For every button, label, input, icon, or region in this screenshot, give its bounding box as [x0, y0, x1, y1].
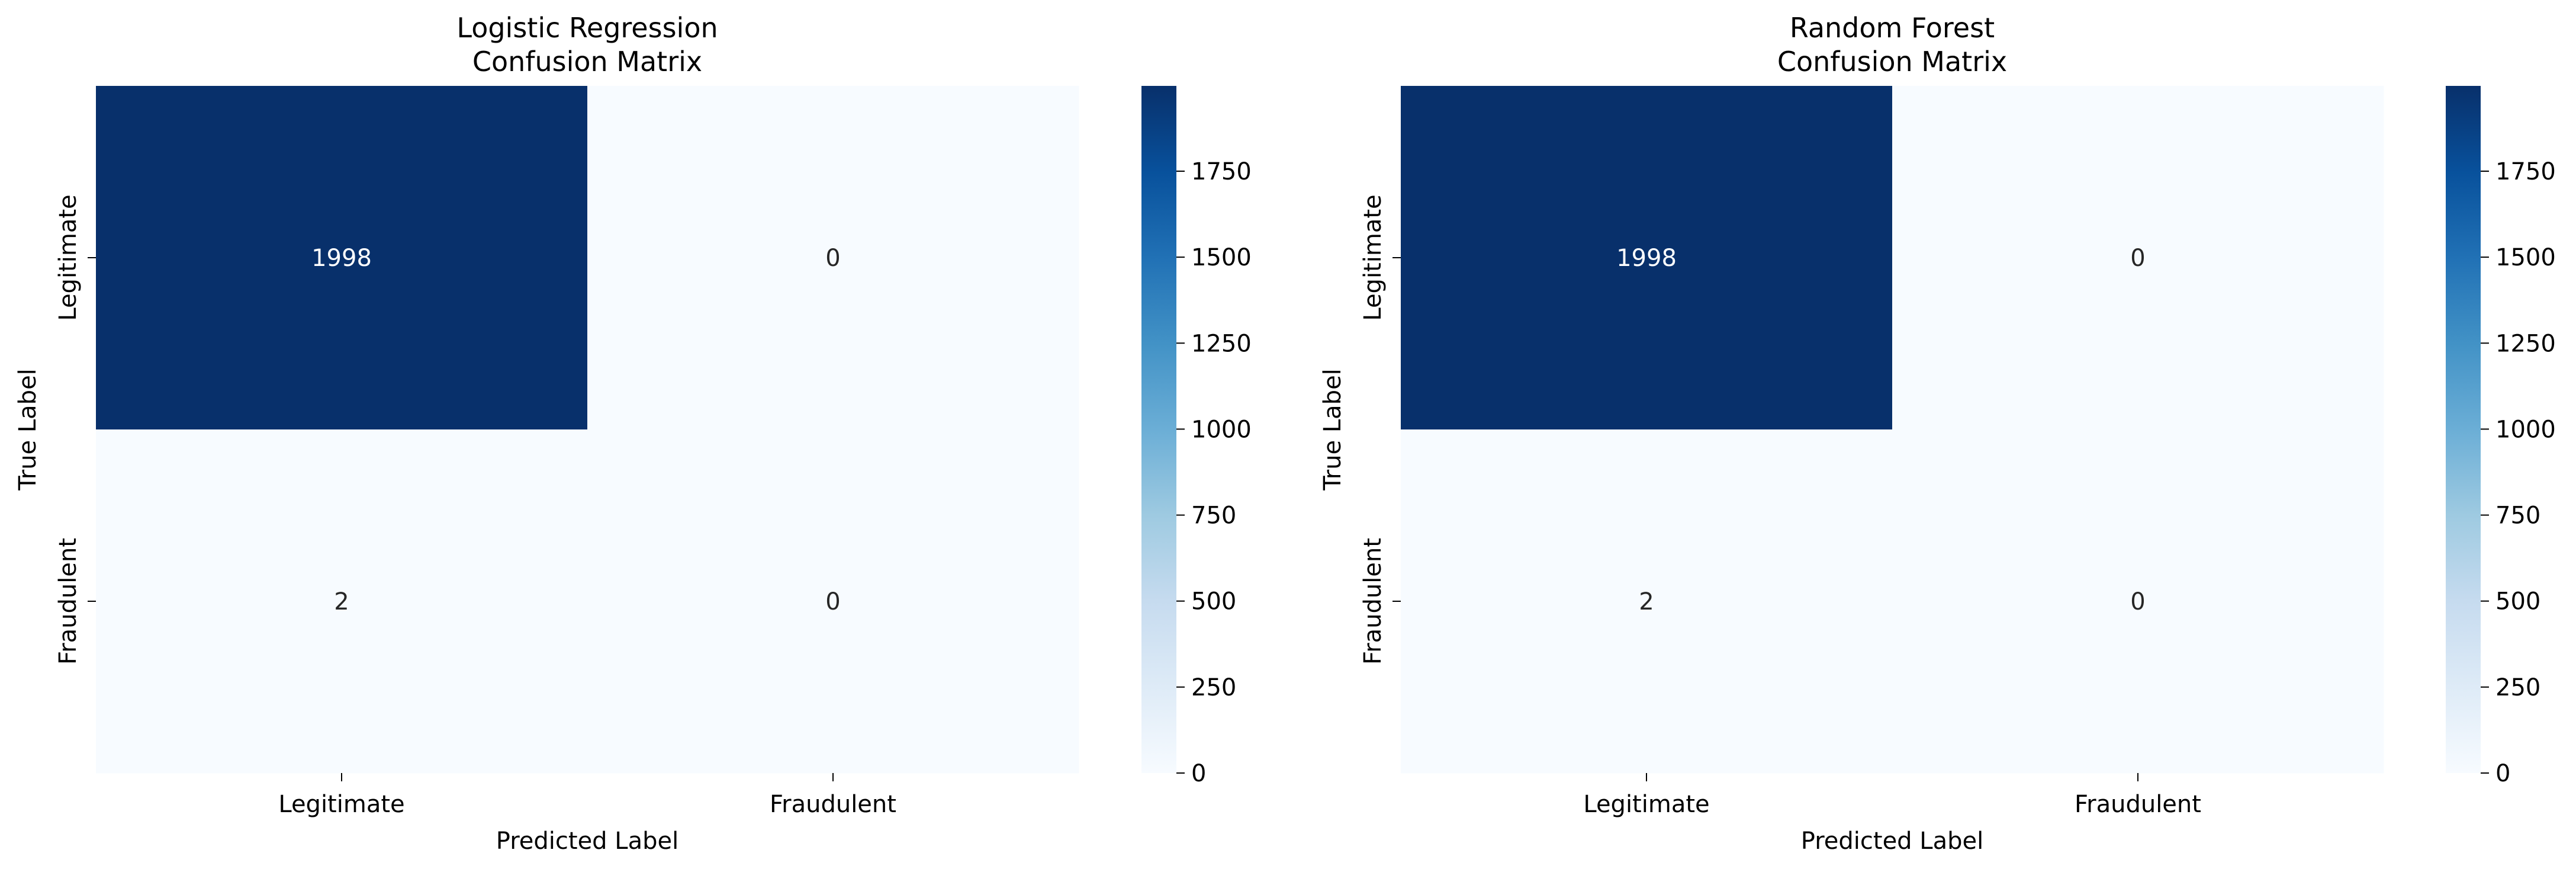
cell-annotation: 0 — [2130, 588, 2145, 615]
x-tick-label: Legitimate — [278, 791, 404, 818]
heatmap-cell — [1892, 429, 2384, 774]
y-tick-label: Fraudulent — [1359, 538, 1387, 665]
colorbar-tick-label: 500 — [1191, 588, 1236, 615]
heatmap-cell — [1892, 86, 2384, 430]
y-tick-label: Legitimate — [54, 194, 82, 320]
colorbar-tick-label: 0 — [2495, 760, 2510, 787]
colorbar-tick-label: 750 — [2495, 502, 2540, 530]
x-tick-label: Fraudulent — [770, 791, 896, 818]
x-tick-label: Fraudulent — [2075, 791, 2201, 818]
x-axis-label: Predicted Label — [1801, 828, 1983, 855]
cell-annotation: 2 — [334, 588, 349, 615]
colorbar-tick-label: 1000 — [2495, 416, 2556, 443]
chart-title-line-2: Confusion Matrix — [472, 46, 702, 78]
y-tick-label: Legitimate — [1359, 194, 1387, 320]
chart-title-line-1: Logistic Regression — [456, 12, 718, 44]
colorbar — [1141, 86, 1176, 773]
cell-annotation: 1998 — [1616, 245, 1677, 272]
heatmap-cell — [96, 429, 588, 774]
cell-annotation: 1998 — [311, 245, 372, 272]
cell-annotation: 0 — [825, 588, 840, 615]
y-axis-label: True Label — [1319, 368, 1346, 491]
cell-annotation: 2 — [1639, 588, 1654, 615]
heatmap-cell — [1401, 429, 1893, 774]
colorbar — [2446, 86, 2481, 773]
heatmap-cell — [1401, 86, 1893, 430]
colorbar-tick-label: 1750 — [1191, 158, 1252, 185]
cell-annotation: 0 — [825, 245, 840, 272]
heatmap-cell — [587, 429, 1079, 774]
chart-title-line-2: Confusion Matrix — [1777, 46, 2007, 78]
cell-annotation: 0 — [2130, 245, 2145, 272]
colorbar-tick-label: 1500 — [1191, 244, 1252, 271]
colorbar-tick-label: 0 — [1191, 760, 1206, 787]
colorbar-tick-label: 500 — [2495, 588, 2540, 615]
heatmap-cell — [587, 86, 1079, 430]
colorbar-tick-label: 750 — [1191, 502, 1236, 530]
colorbar-tick-label: 1000 — [1191, 416, 1252, 443]
colorbar-tick-label: 1500 — [2495, 244, 2556, 271]
y-tick-label: Fraudulent — [54, 538, 82, 665]
x-axis-label: Predicted Label — [496, 828, 678, 855]
colorbar-tick-label: 250 — [2495, 674, 2540, 701]
y-axis-label: True Label — [14, 368, 41, 491]
colorbar-tick-label: 1750 — [2495, 158, 2556, 185]
x-tick-label: Legitimate — [1583, 791, 1709, 818]
colorbar-tick-label: 1250 — [2495, 330, 2556, 357]
colorbar-tick-label: 250 — [1191, 674, 1236, 701]
heatmap-cell — [96, 86, 588, 430]
chart-title-line-1: Random Forest — [1790, 12, 1995, 44]
colorbar-tick-label: 1250 — [1191, 330, 1252, 357]
